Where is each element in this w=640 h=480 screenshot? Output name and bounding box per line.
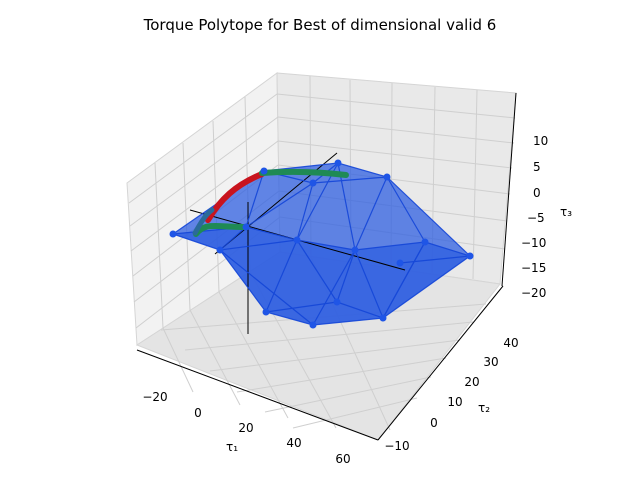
- z-tick-label: −10: [521, 236, 546, 250]
- polytope-face-side: [173, 227, 470, 325]
- z-axis-label: τ₃: [560, 205, 572, 219]
- z-axis-line: [501, 92, 517, 287]
- trajectory-red: [205, 171, 265, 223]
- y-tick-labels: −10 0 10 20 30 40: [384, 336, 518, 453]
- z-tick-label: −15: [521, 261, 546, 275]
- polytope-vertex: [309, 321, 317, 329]
- y-tick-label: 0: [430, 416, 438, 430]
- polytope-vertex: [421, 238, 429, 246]
- polytope-vertex: [351, 246, 359, 254]
- x-axis-label: τ₁: [226, 440, 238, 454]
- y-axis-line: [377, 285, 504, 441]
- polytope-vertex: [333, 298, 341, 306]
- polytope-vertex: [293, 236, 301, 244]
- polytope-vertex: [379, 314, 387, 322]
- z-tick-label: 0: [533, 186, 541, 200]
- x-tick-label: 60: [335, 452, 350, 466]
- x-tick-label: 20: [238, 421, 253, 435]
- polytope-vertex: [396, 259, 404, 267]
- polytope-vertices: [169, 159, 474, 329]
- z-tick-label: −5: [527, 211, 545, 225]
- x-tick-label: 0: [194, 406, 202, 420]
- polytope-vertex: [466, 252, 474, 260]
- axis-lines: [136, 92, 517, 441]
- z-tick-label: 5: [533, 160, 541, 174]
- polytope-vertex: [169, 230, 177, 238]
- polytope-vertex: [216, 246, 224, 254]
- y-axis-label: τ₂: [478, 401, 490, 415]
- x-tick-label: −20: [142, 390, 167, 404]
- y-tick-label: 10: [447, 395, 462, 409]
- z-tick-label: −20: [521, 286, 546, 300]
- polytope-vertex: [262, 308, 270, 316]
- x-axis-line: [136, 349, 379, 441]
- y-tick-label: 30: [483, 355, 498, 369]
- chart-title: Torque Polytope for Best of dimensional …: [143, 16, 497, 34]
- y-tick-label: 20: [464, 375, 479, 389]
- y-tick-label: 40: [503, 336, 518, 350]
- polytope-edges: [172, 162, 471, 326]
- z-tick-label: 10: [533, 134, 548, 148]
- y-tick-label: −10: [384, 439, 409, 453]
- polytope-vertex: [309, 179, 317, 187]
- trajectory-teal: [192, 207, 215, 236]
- z-tick-labels: 10 5 0 −5 −10 −15 −20: [521, 134, 548, 300]
- polytope-vertex: [383, 173, 391, 181]
- polytope-vertex: [242, 223, 250, 231]
- polytope-vertex: [260, 167, 268, 175]
- x-tick-labels: −20 0 20 40 60: [142, 390, 350, 466]
- trajectory-green-top: [259, 168, 349, 178]
- x-tick-label: 40: [286, 436, 301, 450]
- trajectories: [192, 168, 349, 237]
- polytope-vertex: [334, 159, 342, 167]
